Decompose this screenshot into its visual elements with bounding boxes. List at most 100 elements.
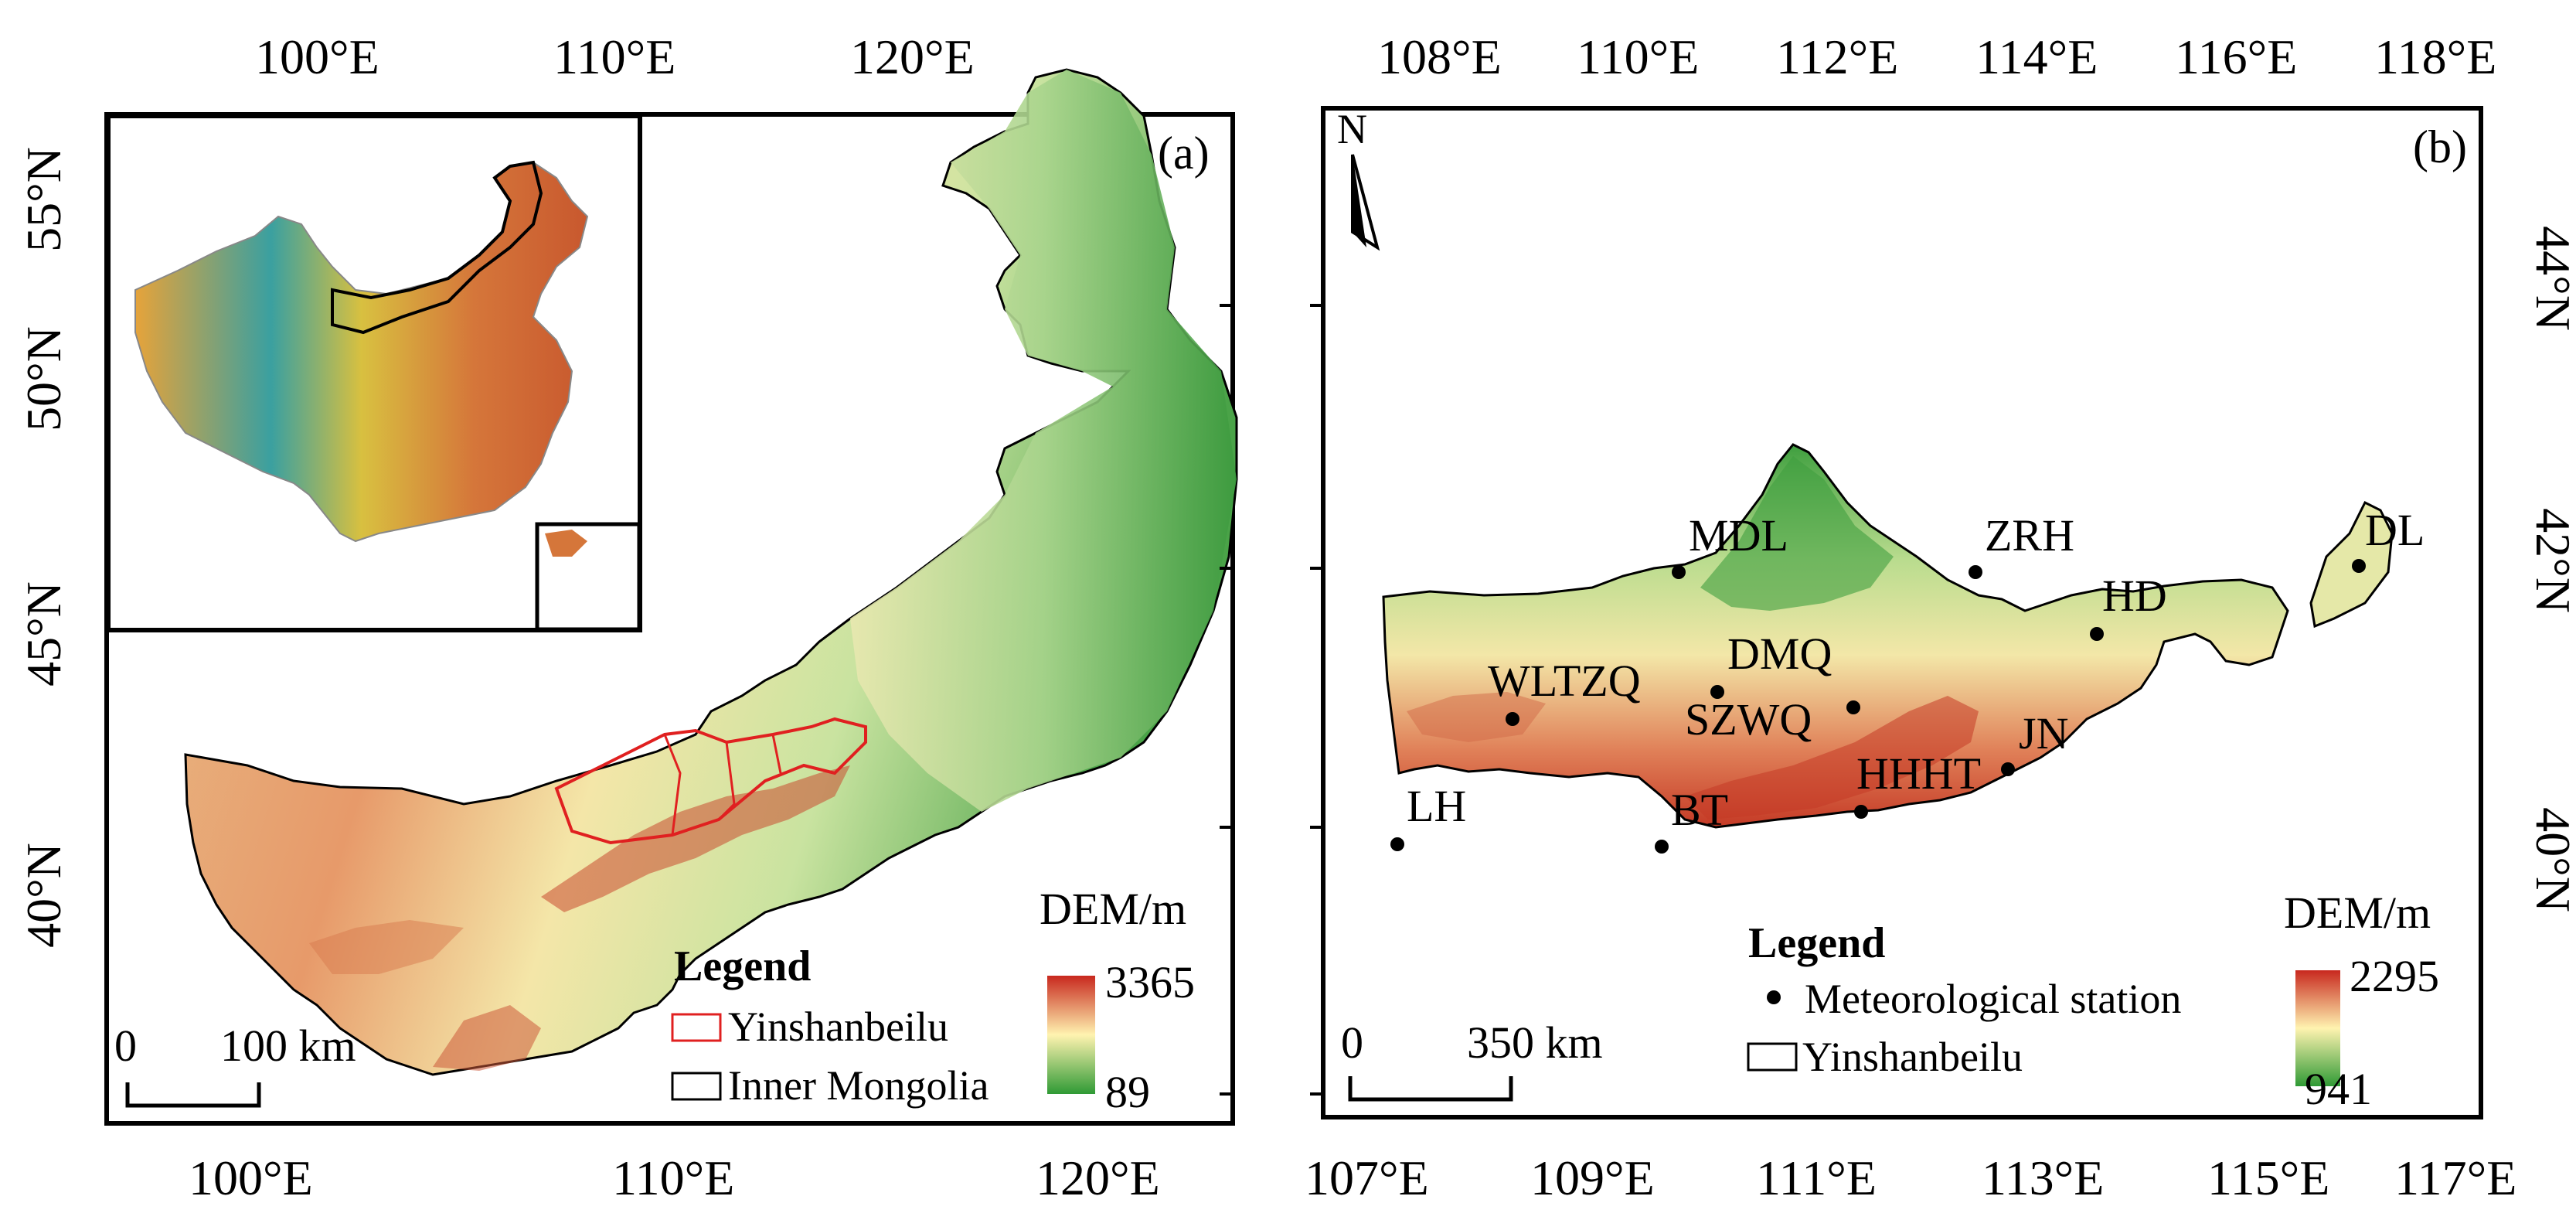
tick-a-top-100: 100°E <box>255 29 379 84</box>
station-dot-hhht <box>1854 805 1868 819</box>
high-elevation-belt <box>541 765 850 912</box>
panel-b-right-ticks: 44°N 42°N 40°N <box>2526 226 2576 912</box>
green-north-core <box>1700 456 1894 611</box>
tick-b-top-108: 108°E <box>1377 29 1502 84</box>
stations: MDL ZRH DL HD DMQ WLTZQ SZWQ JN HHHT LH … <box>1390 505 2425 854</box>
tick-b-right-44: 44°N <box>2526 226 2576 331</box>
tick-b-top-110: 110°E <box>1577 29 1699 84</box>
station-dot-bt <box>1655 840 1669 854</box>
station-label-mdl: MDL <box>1689 510 1788 561</box>
tick-a-left-50: 50°N <box>16 326 71 431</box>
north-label: N <box>1337 106 1367 152</box>
station-label-lh: LH <box>1407 781 1466 831</box>
panel-a-label: (a) <box>1158 128 1210 179</box>
tick-b-top-114: 114°E <box>1975 29 2098 84</box>
high-elevation-south <box>433 1005 541 1071</box>
tick-b-bottom-115: 115°E <box>2207 1150 2329 1205</box>
panel-b: N MDL ZRH DL HD DMQ WLTZQ SZWQ JN HHHT L… <box>1305 29 2576 1205</box>
legend-b-yinshanbeilu-label: Yinshanbeilu <box>1802 1034 2023 1080</box>
tick-a-bottom-120: 120°E <box>1036 1150 1160 1205</box>
tick-a-left-40: 40°N <box>16 843 71 948</box>
tick-b-right-42: 42°N <box>2526 508 2576 613</box>
dem-a-min: 89 <box>1105 1067 1150 1117</box>
station-dot-szwq <box>1846 700 1860 714</box>
tick-b-top-112: 112°E <box>1776 29 1898 84</box>
panel-a-left-ticks: 55°N 50°N 45°N 40°N <box>16 147 71 948</box>
dem-a-colorbar <box>1047 976 1095 1094</box>
tick-a-bottom-100: 100°E <box>189 1150 313 1205</box>
red-south-core <box>1685 696 1979 820</box>
station-label-hhht: HHHT <box>1856 748 1981 799</box>
station-label-jn: JN <box>2019 708 2068 758</box>
legend-a-inner-mongolia-label: Inner Mongolia <box>728 1062 989 1109</box>
south-china-sea-land <box>545 530 587 557</box>
station-dot-lh <box>1390 837 1404 851</box>
dl-region <box>2309 500 2394 629</box>
panel-b-bottom-ticks: 107°E 109°E 111°E 113°E 115°E 117°E <box>1305 1150 2516 1205</box>
scale-a-label: 100 km <box>220 1021 356 1071</box>
tick-b-bottom-109: 109°E <box>1530 1150 1655 1205</box>
station-dot-dl <box>2352 559 2366 573</box>
northeast-green-region <box>850 70 1237 812</box>
station-label-zrh: ZRH <box>1985 510 2074 561</box>
inner-mongolia-inset <box>331 160 543 335</box>
panel-b-label: (b) <box>2413 121 2467 172</box>
tick-a-left-55: 55°N <box>16 147 71 252</box>
yinshanbeilu-region-b <box>1382 443 2289 829</box>
station-dot-mdl <box>1672 565 1686 579</box>
station-dot-hd <box>2090 627 2104 641</box>
panel-b-left-tick-marks <box>1310 304 1323 1096</box>
station-dot-dmq <box>1710 685 1724 699</box>
station-label-szwq: SZWQ <box>1685 694 1812 745</box>
legend-a-yinshanbeilu-label: Yinshanbeilu <box>728 1004 948 1050</box>
legend-a-title: Legend <box>674 942 811 990</box>
legend-a-inner-mongolia-swatch <box>671 1072 722 1101</box>
scale-b-zero: 0 <box>1341 1017 1363 1068</box>
tick-a-top-120: 120°E <box>850 29 975 84</box>
dem-b-min: 941 <box>2305 1064 2372 1114</box>
legend-b-station-label: Meteorological station <box>1805 976 2181 1022</box>
station-label-dmq: DMQ <box>1727 629 1832 679</box>
tick-b-top-116: 116°E <box>2175 29 2297 84</box>
yinshanbeilu-inner-lines <box>663 734 782 836</box>
station-label-hd: HD <box>2102 571 2167 621</box>
panel-a-bottom-ticks: 100°E 110°E 120°E <box>189 1150 1160 1205</box>
panel-b-top-ticks: 108°E 110°E 112°E 114°E 116°E 118°E <box>1377 29 2496 84</box>
scale-b-bar <box>1348 1076 1513 1102</box>
station-dot-wltzq <box>1506 712 1519 726</box>
legend-b-title: Legend <box>1748 919 1885 967</box>
scale-a-bar <box>125 1082 261 1108</box>
north-arrow-right <box>1351 154 1380 251</box>
high-elevation-west <box>309 920 464 974</box>
legend-b-yinshanbeilu-swatch <box>1747 1042 1798 1072</box>
legend-a-yinshanbeilu-swatch <box>671 1013 722 1042</box>
red-west-core <box>1407 692 1546 742</box>
panel-a-top-ticks: 100°E 110°E 120°E <box>255 29 975 84</box>
legend-b-station-dot <box>1767 990 1781 1004</box>
north-arrow-left <box>1353 155 1366 247</box>
dem-a-title: DEM/m <box>1040 884 1186 934</box>
tick-b-bottom-111: 111°E <box>1756 1150 1877 1205</box>
dem-b-title: DEM/m <box>2284 888 2431 938</box>
north-arrow: N <box>1337 106 1380 251</box>
dem-b-max: 2295 <box>2350 951 2439 1001</box>
tick-b-top-118: 118°E <box>2374 29 2496 84</box>
station-label-wltzq: WLTZQ <box>1488 656 1641 706</box>
tick-b-bottom-113: 113°E <box>1982 1150 2104 1205</box>
scale-a-zero: 0 <box>114 1021 137 1071</box>
station-dot-jn <box>2001 762 2015 776</box>
china-outline <box>134 161 589 543</box>
station-dot-zrh <box>1969 565 1982 579</box>
scale-b-label: 350 km <box>1467 1017 1603 1068</box>
dem-b-colorbar <box>2295 970 2340 1086</box>
tick-a-left-45: 45°N <box>16 581 71 687</box>
tick-b-right-40: 40°N <box>2526 807 2576 912</box>
station-label-bt: BT <box>1671 785 1728 835</box>
tick-b-bottom-117: 117°E <box>2394 1150 2516 1205</box>
tick-a-bottom-110: 110°E <box>612 1150 734 1205</box>
china-inset <box>106 114 642 632</box>
panel-a-right-tick-marks <box>1220 304 1233 1096</box>
tick-a-top-110: 110°E <box>553 29 675 84</box>
yinshanbeilu-boundary-a <box>554 717 867 845</box>
